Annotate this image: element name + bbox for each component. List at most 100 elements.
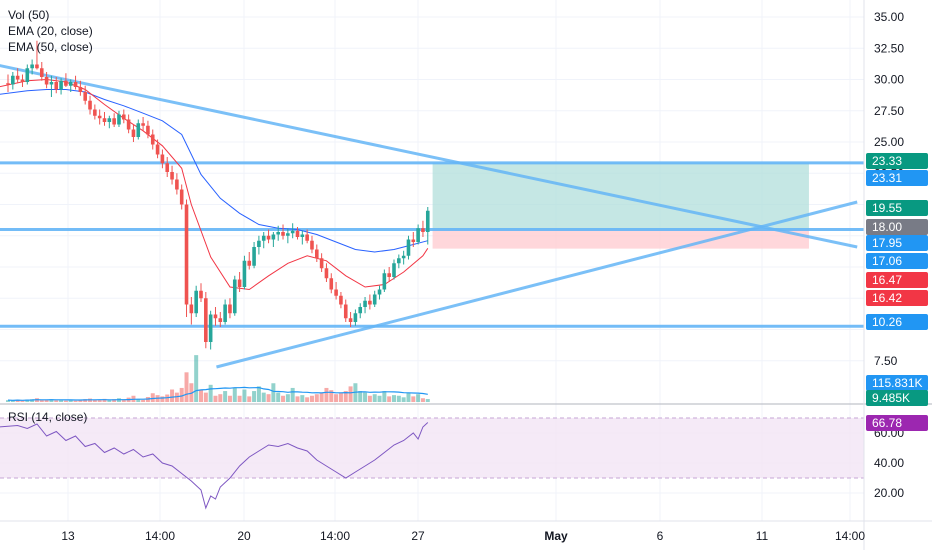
candle-body — [271, 234, 276, 240]
volume-bar — [136, 399, 141, 402]
badge-bg — [866, 415, 928, 431]
volume-bar — [54, 400, 59, 402]
candle-body — [310, 240, 314, 250]
candle-body — [184, 204, 189, 305]
candle-body — [160, 154, 165, 164]
badge-label: 18.00 — [872, 220, 902, 234]
volume-bar — [309, 395, 314, 402]
candle-body — [257, 240, 261, 247]
volume-bar — [78, 400, 83, 402]
volume-bar — [314, 394, 319, 402]
legend-rsi[interactable]: RSI (14, close) — [8, 410, 88, 424]
candle-body — [295, 230, 300, 237]
volume-bar — [392, 395, 396, 402]
volume-bar — [97, 399, 102, 402]
price-tick-label: 32.50 — [874, 41, 904, 55]
candle-body — [377, 289, 382, 295]
volume-bar — [358, 391, 363, 402]
candle-body — [353, 313, 358, 322]
candle-body — [286, 233, 290, 236]
volume-bar — [218, 394, 223, 402]
badge-bg — [866, 253, 928, 269]
time-axis[interactable]: 13 14:00 20 14:00 27 May 6 11 14:00 — [61, 529, 865, 543]
volume-bar — [6, 400, 10, 402]
legend-ema50[interactable]: EMA (50, close) — [8, 40, 93, 54]
price-tick-label: 7.50 — [874, 354, 898, 368]
candle-body — [179, 189, 184, 205]
badge-label: 9.485K — [872, 391, 910, 405]
candle-body — [49, 82, 54, 85]
candle-body — [54, 82, 59, 90]
candle-body — [406, 239, 411, 256]
volume-bar — [425, 399, 430, 402]
rsi-line — [0, 422, 429, 510]
candle-body — [329, 278, 334, 290]
trendlines[interactable] — [0, 63, 858, 369]
candle-body — [64, 80, 68, 86]
candle-body — [281, 232, 285, 236]
badge-label: 115.831K — [872, 376, 923, 390]
price-badge: 10.26 — [866, 314, 928, 330]
price-badge: 115.831K — [866, 375, 928, 391]
volume-bar — [10, 400, 15, 402]
candle-body — [20, 79, 25, 82]
volume-bar — [242, 389, 247, 402]
candle-body — [131, 129, 136, 137]
volume-bar — [401, 397, 406, 402]
time-tick-label: 14:00 — [145, 529, 175, 543]
volume-bar — [49, 399, 54, 402]
horizontal-levels[interactable] — [0, 161, 864, 328]
candle-body — [59, 80, 63, 90]
volume-bar — [252, 391, 257, 402]
volume-bar — [406, 392, 411, 402]
rsi-band — [0, 417, 864, 479]
volume-bar — [237, 395, 242, 402]
volume-bar — [63, 400, 68, 402]
volume-bar — [285, 394, 290, 402]
candle-body — [68, 82, 73, 86]
volume-bar — [290, 387, 295, 402]
legend-ema20[interactable]: EMA (20, close) — [8, 24, 93, 38]
volume-bar — [305, 397, 310, 402]
volume-bar — [141, 399, 146, 402]
loss-zone[interactable] — [432, 229, 809, 249]
badge-bg — [866, 272, 928, 288]
legend-vol[interactable]: Vol (50) — [8, 8, 50, 22]
candle-body — [315, 249, 319, 259]
volume-ma-line — [7, 386, 428, 401]
price-badge: 16.47 — [866, 272, 928, 288]
candle-body — [324, 268, 329, 279]
badge-label: 66.78 — [872, 416, 902, 430]
volume-bar — [44, 399, 49, 402]
volume-bar — [363, 392, 368, 402]
candle-body — [232, 279, 237, 314]
price-badge: 23.31 — [866, 170, 928, 186]
volume-bars — [6, 355, 430, 402]
time-tick-label: 11 — [756, 529, 769, 543]
candle-body — [30, 64, 34, 69]
volume-bar — [319, 392, 324, 402]
volume-bar — [150, 393, 155, 402]
volume-bar — [367, 395, 372, 402]
rsi-tick-label: 40.00 — [874, 456, 904, 470]
candle-body — [208, 314, 213, 342]
volume-bar — [261, 392, 266, 402]
candle-body — [146, 125, 150, 135]
candle-body — [348, 318, 353, 322]
time-tick-label: 6 — [657, 529, 664, 543]
badge-label: 16.42 — [872, 291, 902, 305]
candle-body — [150, 134, 155, 145]
volume-bar — [112, 399, 117, 402]
badge-label: 16.47 — [872, 273, 902, 287]
badge-bg — [866, 235, 928, 251]
candle-body — [141, 123, 145, 126]
candle-body — [155, 144, 160, 155]
time-tick-label: 20 — [237, 529, 251, 543]
candle-body — [247, 260, 252, 266]
candle-body — [107, 118, 112, 122]
volume-bar — [372, 394, 377, 402]
rsi-band-fill — [0, 418, 864, 478]
volume-bar — [199, 389, 203, 402]
